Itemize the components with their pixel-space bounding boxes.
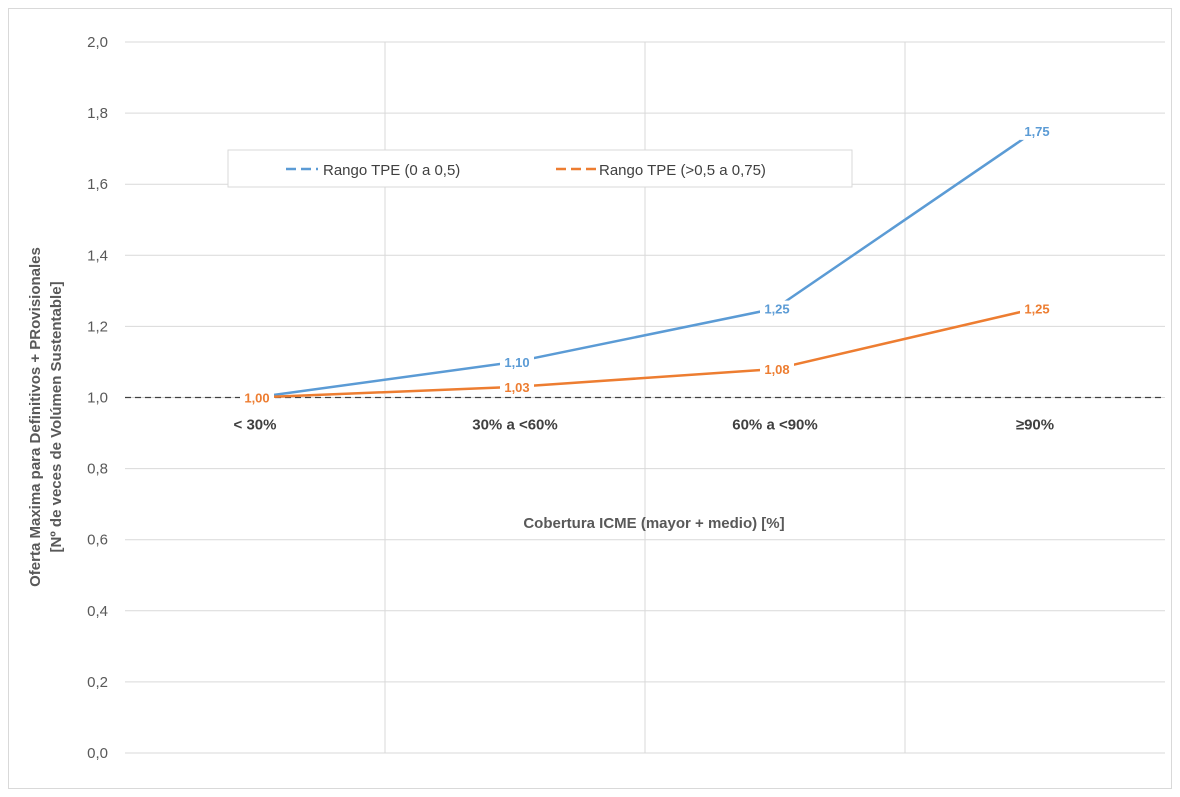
data-label: 1,25	[764, 302, 789, 317]
legend-label-series-2: Rango TPE (>0,5 a 0,75)	[599, 162, 766, 179]
y-tick-label: 0,2	[87, 674, 108, 691]
data-label: 1,00	[244, 391, 269, 406]
data-label-bg	[500, 378, 534, 396]
chart-frame	[8, 8, 1172, 789]
category-label: < 30%	[234, 417, 277, 434]
y-tick-label: 0,4	[87, 603, 108, 620]
y-tick-label: 0,8	[87, 461, 108, 478]
data-label: 1,10	[504, 355, 529, 370]
y-tick-label: 1,6	[87, 176, 108, 193]
y-tick-label: 1,2	[87, 318, 108, 335]
data-label: 1,08	[764, 362, 789, 377]
y-tick-label: 2,0	[87, 34, 108, 51]
category-label: 60% a <90%	[732, 417, 817, 434]
data-label-bg	[760, 300, 794, 318]
y-tick-label: 1,8	[87, 105, 108, 122]
category-labels: < 30% 30% a <60% 60% a <90% ≥90%	[234, 417, 1055, 434]
y-axis-title: Oferta Maxima para Definitivos + PRovisi…	[27, 247, 65, 587]
data-label-bg	[500, 353, 534, 371]
legend-box	[227, 149, 853, 188]
y-tick-label: 0,0	[87, 745, 108, 762]
series-line-1	[254, 129, 1036, 399]
data-label-bg	[240, 389, 274, 407]
y-tick-label: 1,4	[87, 247, 108, 264]
legend: Rango TPE (0 a 0,5) Rango TPE (>0,5 a 0,…	[227, 149, 853, 188]
data-label: 1,25	[1024, 302, 1049, 317]
data-label: 1,75	[1024, 124, 1049, 139]
x-axis-title: Cobertura ICME (mayor + medio) [%]	[523, 515, 784, 532]
category-label: 30% a <60%	[472, 417, 557, 434]
series-line-2	[254, 307, 1036, 399]
y-tick-label: 0,6	[87, 532, 108, 549]
data-label-bg	[760, 361, 794, 379]
category-label: ≥90%	[1016, 417, 1054, 434]
y-tick-label: 1,0	[87, 390, 108, 407]
data-labels: 1,10 1,25 1,75 1,00 1,03 1,08 1,25	[240, 122, 1054, 407]
data-label: 1,03	[504, 380, 529, 395]
y-axis-title-line1: Oferta Maxima para Definitivos + PRovisi…	[27, 247, 44, 587]
legend-label-series-1: Rango TPE (0 a 0,5)	[323, 162, 460, 179]
y-axis-title-line2: [Nº de veces de Volúmen Sustentable]	[48, 281, 65, 552]
data-label-bg	[1020, 300, 1054, 318]
data-label-bg	[1020, 122, 1054, 140]
y-axis-ticks: 0,0 0,2 0,4 0,6 0,8 1,0 1,2 1,4 1,6 1,8 2,0	[87, 34, 108, 762]
